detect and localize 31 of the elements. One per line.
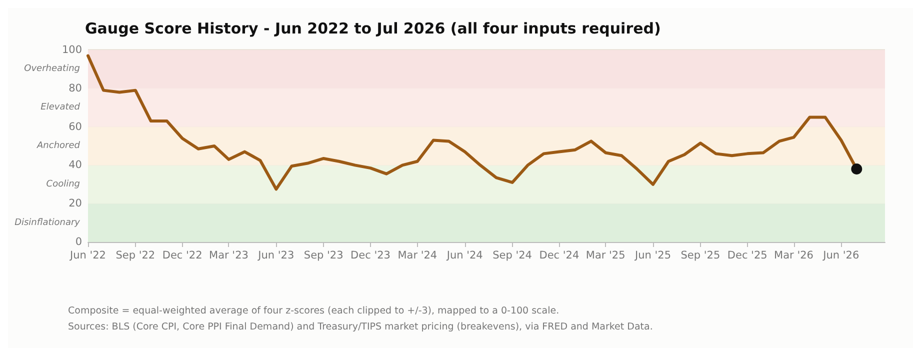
- x-tick-label: Jun '22: [69, 250, 106, 262]
- x-tick-label: Mar '25: [586, 250, 626, 262]
- x-tick-label: Sep '25: [680, 250, 720, 262]
- x-tick-label: Jun '24: [446, 250, 484, 262]
- x-tick-label: Dec '23: [350, 250, 390, 262]
- y-tick-label: 60: [68, 120, 82, 133]
- y-tick-label: 80: [68, 82, 82, 94]
- x-tick-label: Jun '23: [257, 250, 294, 262]
- y-tick-label: 40: [68, 159, 82, 172]
- x-tick-label: Mar '26: [774, 250, 814, 262]
- source-note: Sources: BLS (Core CPI, Core PPI Final Demand) and Treasury/TIPS market pricing (breakevens), via FRED and Market Data.: [68, 322, 653, 332]
- chart-title: Gauge Score History - Jun 2022 to Jul 2026 (all four inputs required): [85, 20, 661, 38]
- band-label: Anchored: [36, 141, 80, 151]
- x-tick-label: Dec '25: [727, 250, 768, 262]
- y-tick-label: 100: [62, 44, 82, 56]
- x-tick-label: Mar '23: [209, 250, 248, 262]
- band-label: Elevated: [40, 102, 80, 113]
- x-tick-label: Dec '24: [539, 250, 580, 262]
- band-label: Disinflationary: [14, 218, 81, 228]
- x-tick-label: Mar '24: [398, 250, 438, 262]
- x-tick-label: Sep '24: [492, 250, 532, 262]
- band-label: Overheating: [24, 64, 80, 74]
- x-tick-label: Sep '23: [304, 250, 344, 262]
- x-tick-label: Dec '22: [162, 250, 202, 262]
- text: Composite = equal-weighted average of four z-scores (each clipped to +/-3), mapped to a 0-100 scale.: [68, 306, 560, 316]
- band-label: Cooling: [46, 179, 80, 190]
- y-tick-label: 20: [68, 198, 82, 210]
- x-tick-label: Jun '25: [634, 250, 672, 262]
- x-tick-label: Jun '26: [822, 250, 860, 262]
- x-tick-label: Sep '22: [116, 250, 156, 262]
- y-tick-label: 0: [75, 236, 82, 248]
